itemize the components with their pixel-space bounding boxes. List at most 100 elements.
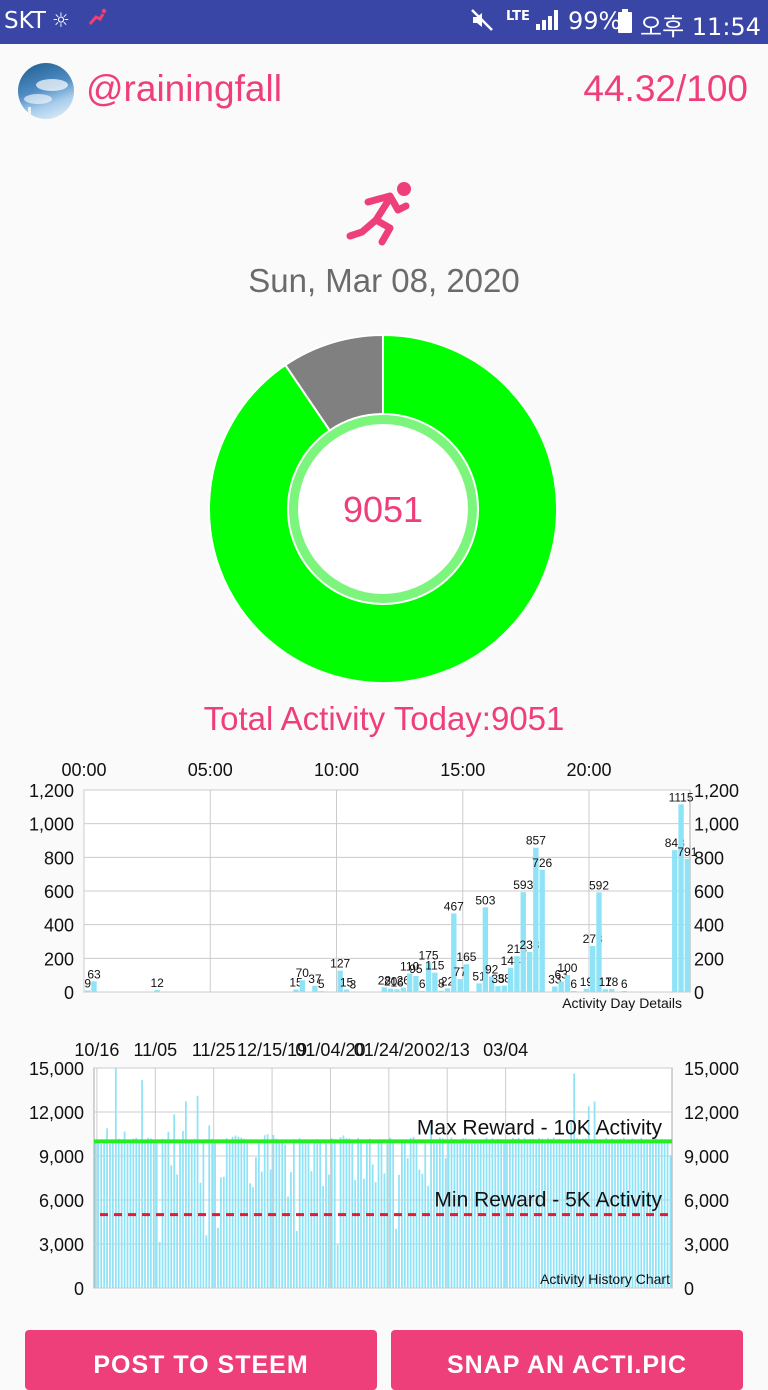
donut-center-value: 9051 [343,489,423,530]
day-bar [413,976,419,992]
history-bar [570,1122,573,1288]
day-bar-label: 92 [485,963,499,977]
day-bar [457,979,463,992]
history-bar [106,1128,108,1288]
snap-acti-pic-button[interactable]: SNAP AN ACTI.PIC [391,1330,743,1390]
history-bar [360,1140,362,1288]
history-bar [275,1138,278,1288]
day-bar-label: 791 [677,845,697,859]
history-bar [427,1185,430,1288]
day-bar-label: 175 [419,949,439,963]
history-bar [319,1141,322,1288]
day-bar-label: 1115 [669,790,694,804]
day-bar-label: 467 [444,899,464,913]
history-bar [97,1141,100,1288]
history-bar [573,1073,575,1288]
history-bar [231,1136,234,1288]
day-bar [451,913,457,992]
day-bar [463,964,470,992]
day-bar-label: 6 [621,977,628,991]
history-bar [628,1140,631,1288]
history-bar [266,1134,269,1288]
day-bar [526,951,533,992]
history-bar [342,1135,345,1288]
day-bar [482,907,489,992]
day-bar [501,985,507,992]
post-to-steem-button[interactable]: POST TO STEEM [25,1330,377,1390]
day-bar [533,847,539,992]
day-bar-label: 593 [513,878,533,892]
day-bar [539,869,545,992]
day-bar-label: 3 [349,977,356,991]
history-bar [441,1138,444,1288]
day-x-tick: 20:00 [566,760,611,780]
history-bar [450,1137,453,1288]
day-bar-label: 110 [400,959,419,973]
day-bar-label: 63 [87,967,101,981]
history-bar [576,1138,578,1288]
day-bar [388,988,394,992]
day-y-tick-left: 600 [44,882,74,902]
history-y-tick-right: 9,000 [684,1147,729,1167]
weather-icon: ☼ [52,8,70,32]
history-bar [109,1143,111,1288]
history-bar [252,1187,254,1288]
history-bar [208,1125,211,1288]
day-y-tick-left: 400 [44,916,74,936]
day-bar [514,956,520,992]
network-type-label: LTE [506,9,530,24]
day-bar [299,980,305,992]
day-bar-label: 726 [532,856,552,870]
history-bar [412,1136,415,1288]
history-bar [398,1174,400,1288]
history-bar [511,1137,514,1288]
history-bar [541,1138,543,1288]
day-bar [608,988,615,992]
history-bar [371,1164,374,1288]
username[interactable]: @rainingfall [86,68,282,109]
history-bar [447,1140,450,1288]
history-bar [558,1138,561,1288]
history-bar [433,1139,435,1288]
history-x-tick: 12/15/19 [237,1040,307,1060]
day-bar [318,991,324,992]
day-bar [350,991,356,992]
day-y-tick-right: 1,200 [694,781,739,801]
day-y-tick-right: 0 [694,983,704,1003]
runner-icon [346,180,422,246]
history-bar [141,1079,143,1288]
history-bar [669,1155,672,1288]
day-bar-label: 12 [150,976,164,990]
day-bar-label: 165 [456,950,476,964]
avatar[interactable] [18,63,74,119]
history-bar [147,1137,149,1288]
history-bar [503,1139,505,1288]
history-bar [328,1174,330,1288]
day-y-tick-left: 1,200 [29,781,74,801]
history-bar [184,1101,187,1288]
history-bar [94,1140,97,1288]
day-bar [520,892,526,992]
history-bar [643,1140,646,1288]
history-bar [403,1141,406,1288]
day-y-tick-right: 200 [694,949,724,969]
history-bar [444,1158,447,1288]
day-bar [381,987,388,992]
history-x-tick: 11/05 [133,1040,177,1060]
history-bar [205,1235,208,1288]
history-bar [333,1139,336,1288]
carrier-label: SKT [4,8,46,34]
day-bar-label: 6 [419,977,426,991]
history-bar [544,1140,546,1288]
day-bar [489,976,495,992]
history-y-tick-right: 15,000 [684,1059,739,1079]
history-bar [418,1169,421,1288]
history-bar [389,1137,392,1288]
day-bar [558,981,564,992]
history-y-tick-right: 0 [684,1279,694,1299]
min-reward-label: Min Reward - 5K Activity [434,1189,662,1212]
history-bar [345,1138,348,1288]
day-bar [583,988,590,992]
battery-percent: 99% [568,7,622,35]
history-bar [135,1137,138,1288]
